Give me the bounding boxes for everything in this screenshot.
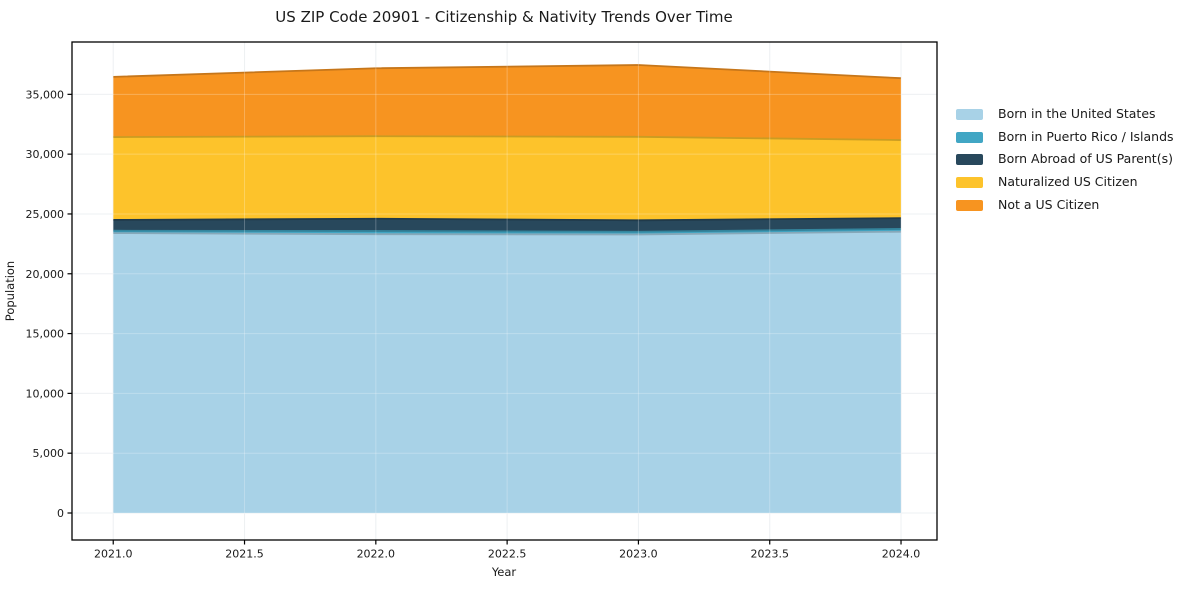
x-tick-label: 2024.0 xyxy=(882,548,921,561)
plot-border xyxy=(71,41,938,541)
area-edge xyxy=(113,217,902,222)
legend: Born in the United States Born in Puerto … xyxy=(956,103,1174,216)
legend-item: Born Abroad of US Parent(s) xyxy=(956,148,1174,171)
legend-swatch xyxy=(956,154,983,166)
legend-item: Born in the United States xyxy=(956,103,1174,126)
x-tick-label: 2022.0 xyxy=(357,548,396,561)
x-tick-label: 2023.0 xyxy=(619,548,658,561)
legend-label: Born Abroad of US Parent(s) xyxy=(998,151,1173,167)
area-edge xyxy=(113,228,902,233)
y-tick-label: 25,000 xyxy=(26,208,65,221)
y-tick-label: 35,000 xyxy=(26,88,65,101)
y-tick-label: 10,000 xyxy=(26,387,65,400)
y-tick-label: 0 xyxy=(57,507,64,520)
legend-item: Naturalized US Citizen xyxy=(956,171,1174,194)
chart-title: US ZIP Code 20901 - Citizenship & Nativi… xyxy=(275,8,732,26)
x-tick-label: 2022.5 xyxy=(488,548,527,561)
area-band xyxy=(113,231,902,514)
legend-label: Naturalized US Citizen xyxy=(998,174,1138,190)
y-tick-label: 30,000 xyxy=(26,148,65,161)
tick-labels: 2021.0 2021.5 2022.0 2022.5 2023.0 2023.5 2024… xyxy=(26,88,921,560)
axis-ticks xyxy=(67,93,902,545)
area-band xyxy=(113,218,902,232)
y-axis-label: Population xyxy=(3,261,17,321)
x-tick-label: 2023.5 xyxy=(750,548,789,561)
x-tick-label: 2021.0 xyxy=(94,548,133,561)
y-tick-label: 5,000 xyxy=(33,447,65,460)
x-axis-label: Year xyxy=(491,565,517,579)
gridline-overlay xyxy=(72,42,937,540)
legend-item: Not a US Citizen xyxy=(956,194,1174,217)
legend-swatch xyxy=(956,199,983,211)
legend-item: Born in Puerto Rico / Islands xyxy=(956,126,1174,149)
legend-label: Not a US Citizen xyxy=(998,196,1100,212)
area-edge xyxy=(113,64,902,80)
area-edge xyxy=(113,135,902,141)
area-edge-lines xyxy=(113,64,902,236)
x-tick-label: 2021.5 xyxy=(225,548,264,561)
y-tick-label: 20,000 xyxy=(26,268,65,281)
area-band xyxy=(113,65,902,141)
legend-swatch xyxy=(956,131,983,143)
legend-label: Born in the United States xyxy=(998,106,1156,122)
stacked-areas xyxy=(113,65,902,514)
y-tick-label: 15,000 xyxy=(26,328,65,341)
legend-label: Born in Puerto Rico / Islands xyxy=(998,128,1174,144)
legend-swatch xyxy=(956,108,983,120)
area-edge xyxy=(113,230,902,236)
area-band xyxy=(113,136,902,221)
legend-swatch xyxy=(956,176,983,188)
